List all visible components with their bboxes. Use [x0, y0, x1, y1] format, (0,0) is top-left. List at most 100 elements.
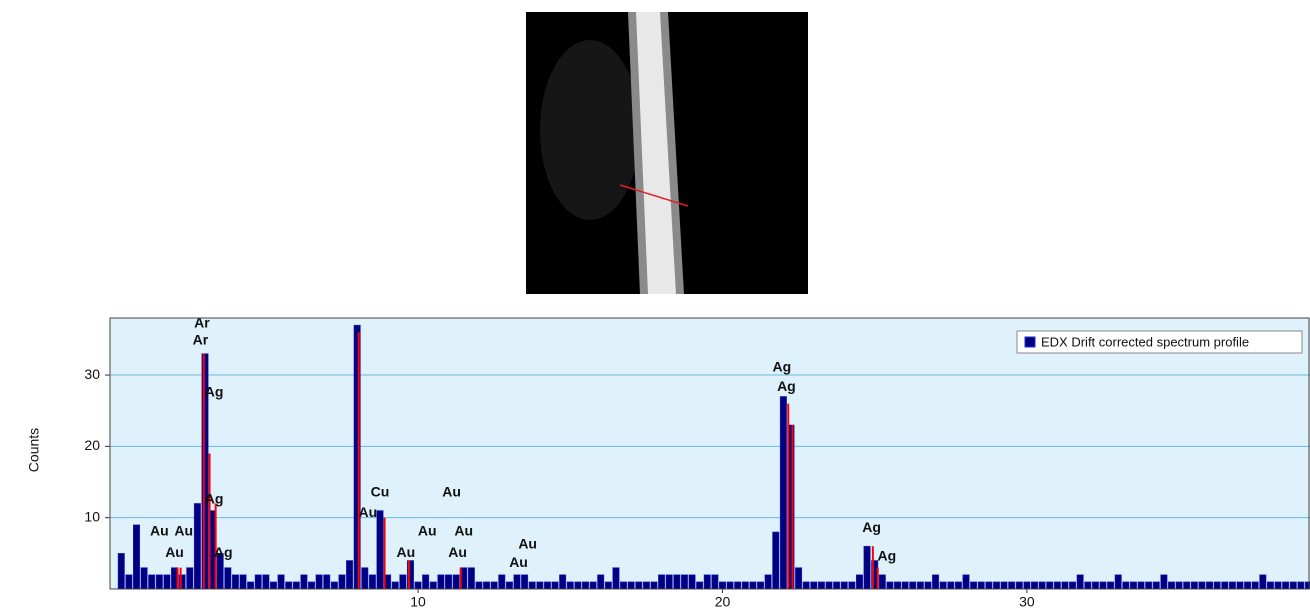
- spectrum-bar: [779, 396, 787, 590]
- spectrum-bar: [749, 581, 757, 590]
- spectrum-bar: [703, 574, 711, 590]
- spectrum-bar: [1046, 581, 1054, 590]
- y-tick-label: 30: [84, 366, 100, 382]
- spectrum-bar: [1183, 581, 1191, 590]
- spectrum-bar: [795, 567, 803, 590]
- peak-label: Ag: [205, 384, 224, 400]
- spectrum-bar: [1114, 574, 1122, 590]
- peak-label: Au: [418, 523, 437, 539]
- spectrum-bar: [1000, 581, 1008, 590]
- spectrum-bar: [475, 581, 483, 590]
- legend-label: EDX Drift corrected spectrum profile: [1041, 334, 1249, 349]
- peak-label: Au: [509, 554, 528, 570]
- spectrum-bar: [1236, 581, 1244, 590]
- spectrum-bar: [650, 581, 658, 590]
- x-tick-label: 30: [1019, 594, 1035, 610]
- spectrum-bar: [1175, 581, 1183, 590]
- peak-label: Au: [518, 535, 537, 551]
- spectrum-bar: [132, 524, 140, 590]
- plot-frame: [109, 317, 1310, 590]
- peak-label: Cu: [371, 483, 390, 499]
- spectrum-bar: [642, 581, 650, 590]
- spectrum-bar: [833, 581, 841, 590]
- spectrum-bar: [863, 545, 871, 590]
- spectrum-bar: [1122, 581, 1130, 590]
- spectrum-bar: [612, 567, 620, 590]
- spectrum-bar: [1297, 581, 1305, 590]
- spectrum-bar: [901, 581, 909, 590]
- spectrum-bar: [764, 574, 772, 590]
- peak-label: Au: [359, 504, 378, 520]
- spectrum-bar: [239, 574, 247, 590]
- spectrum-bar: [323, 574, 331, 590]
- spectrum-bar: [338, 574, 346, 590]
- spectrum-bar: [1076, 574, 1084, 590]
- spectrum-bar: [315, 574, 323, 590]
- spectrum-bar: [262, 574, 270, 590]
- peak-label: Ar: [193, 332, 209, 348]
- spectrum-bar: [1137, 581, 1145, 590]
- spectrum-bar: [300, 574, 308, 590]
- peak-label: Au: [442, 483, 461, 499]
- spectrum-bar: [574, 581, 582, 590]
- spectrum-bar: [1168, 581, 1175, 590]
- spectrum-bar: [970, 581, 978, 590]
- spectrum-bar: [186, 567, 194, 590]
- wire: [636, 12, 676, 294]
- spectrum-bar: [894, 581, 902, 590]
- peak-label: Ag: [205, 491, 224, 507]
- spectrum-bar: [1145, 581, 1153, 590]
- spectrum-bar: [604, 581, 612, 590]
- y-tick-label: 10: [84, 508, 100, 524]
- spectrum-bar: [490, 581, 498, 590]
- spectrum-bar: [757, 581, 765, 590]
- spectrum-bar: [1023, 581, 1031, 590]
- legend-box: [1016, 330, 1303, 354]
- spectrum-bar: [1289, 581, 1297, 590]
- spectrum-bar: [125, 574, 133, 590]
- spectrum-bar: [817, 581, 825, 590]
- spectrum-bar: [589, 581, 597, 590]
- spectrum-bar: [947, 581, 955, 590]
- spectrum-bar: [224, 567, 232, 590]
- spectrum-bar: [467, 567, 475, 590]
- spectrum-bar: [1244, 581, 1252, 590]
- micrograph: [526, 12, 808, 294]
- spectrum-bar: [483, 581, 491, 590]
- peak-label: Au: [165, 544, 184, 560]
- spectrum-bar: [840, 581, 848, 590]
- spectrum-bar: [810, 581, 818, 590]
- spectrum-bar: [878, 574, 886, 590]
- spectrum-bar: [498, 574, 506, 590]
- spectrum-bar: [1008, 581, 1016, 590]
- spectrum-bar: [1152, 581, 1160, 590]
- spectrum-bar: [277, 574, 285, 590]
- spectrum-bar: [1282, 581, 1290, 590]
- peak-label: Ag: [773, 359, 792, 375]
- spectrum-bar: [1038, 581, 1046, 590]
- spectrum-bar: [566, 581, 574, 590]
- spectrum-bar: [376, 510, 384, 590]
- spectrum-bar: [368, 574, 376, 590]
- spectrum-bar: [992, 581, 1000, 590]
- spectrum-bar: [269, 581, 277, 590]
- spectrum-bar: [741, 581, 749, 590]
- spectrum-bar: [513, 574, 521, 590]
- spectrum-bar: [1091, 581, 1099, 590]
- spectrum-bar: [247, 581, 255, 590]
- spectrum-bar: [346, 560, 354, 590]
- image-haze: [540, 40, 640, 220]
- spectrum-bar: [292, 581, 300, 590]
- x-tick-label: 10: [410, 594, 426, 610]
- spectrum-bar: [688, 574, 696, 590]
- spectrum-bar: [932, 574, 940, 590]
- spectrum-bar: [825, 581, 833, 590]
- spectrum-bar: [445, 574, 452, 590]
- spectrum-bar: [954, 581, 962, 590]
- spectrum-bar: [1061, 581, 1069, 590]
- peak-label: Ag: [777, 378, 796, 394]
- spectrum-bar: [1266, 581, 1274, 590]
